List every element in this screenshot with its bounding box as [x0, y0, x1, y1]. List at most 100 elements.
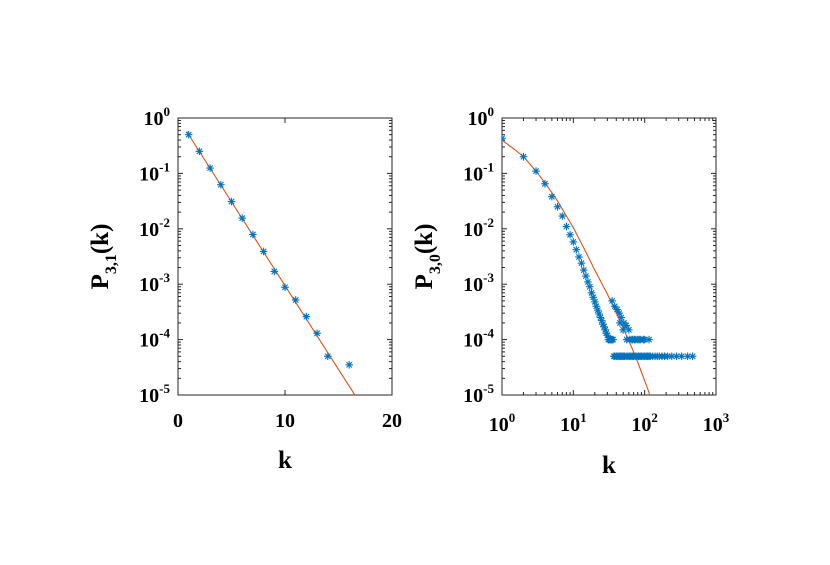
- data-point: [541, 179, 549, 188]
- data-point-stroke: [636, 336, 643, 343]
- y-tick-base: 10: [139, 274, 159, 296]
- data-point-stroke: [597, 314, 604, 321]
- data-point: [217, 180, 225, 189]
- y-tick-exponent: -3: [159, 270, 170, 285]
- data-point: [582, 272, 590, 280]
- data-point-stroke: [575, 253, 583, 261]
- y-tick-base: 10: [144, 108, 164, 130]
- data-point: [688, 352, 697, 361]
- data-point-stroke: [590, 294, 597, 301]
- y-tick-exponent: -2: [159, 215, 170, 230]
- y-tick-exponent: -2: [483, 215, 494, 230]
- y-tick-base: 10: [139, 385, 159, 407]
- data-point: [577, 259, 586, 267]
- data-point-stroke: [596, 310, 603, 318]
- data-point: [345, 361, 353, 369]
- data-point: [281, 283, 289, 292]
- y-tick-exponent: -4: [159, 326, 170, 341]
- data-point-stroke: [541, 180, 548, 187]
- y-tick-exponent: -4: [483, 326, 494, 341]
- data-point-stroke: [292, 296, 299, 303]
- y-tick-label: 10-2: [463, 215, 494, 241]
- x-tick-exponent: 3: [723, 410, 730, 425]
- x-tick-exponent: 1: [580, 410, 587, 425]
- data-point-stroke: [593, 303, 600, 310]
- data-point-stroke: [578, 260, 585, 267]
- x-tick-label: 102: [631, 410, 658, 436]
- x-axis-label: k: [602, 452, 616, 479]
- data-point-stroke: [588, 289, 595, 296]
- data-point: [553, 202, 562, 211]
- data-point-stroke: [207, 164, 214, 172]
- data-point: [616, 319, 624, 327]
- y-label-base: P: [411, 274, 438, 289]
- data-point-stroke: [584, 278, 591, 285]
- data-point-stroke: [586, 283, 593, 290]
- plot-data: [184, 130, 356, 395]
- data-point-stroke: [601, 323, 608, 330]
- data-point-stroke: [239, 215, 246, 222]
- y-label-suffix: (k): [87, 224, 114, 255]
- data-point-stroke: [594, 307, 601, 314]
- data-point: [609, 335, 617, 344]
- y-tick-exponent: 0: [164, 104, 171, 119]
- y-tick-base: 10: [139, 330, 159, 352]
- x-tick-base: 10: [560, 414, 580, 436]
- y-tick-exponent: 0: [488, 104, 495, 119]
- x-tick-base: 10: [703, 414, 723, 436]
- data-point-stroke: [616, 310, 623, 317]
- y-tick-exponent: -5: [483, 381, 494, 396]
- data-point: [195, 147, 204, 156]
- data-point-stroke: [520, 153, 527, 160]
- data-point: [206, 164, 214, 172]
- fit-line: [186, 131, 356, 395]
- data-point-stroke: [598, 317, 605, 324]
- data-point-stroke: [620, 326, 627, 333]
- plot-data: [502, 134, 697, 395]
- y-tick-label: 10-1: [463, 159, 494, 185]
- y-tick-label: 10-1: [139, 159, 170, 185]
- data-point-stroke: [567, 231, 574, 238]
- data-point-stroke: [609, 297, 616, 304]
- data-point: [291, 296, 300, 304]
- y-label-suffix: (k): [411, 224, 438, 255]
- data-point-stroke: [548, 193, 555, 200]
- data-point-stroke: [573, 246, 580, 253]
- data-point-stroke: [604, 332, 611, 339]
- data-point-stroke: [668, 353, 675, 360]
- y-tick-label: 10-5: [139, 381, 170, 407]
- y-tick-base: 10: [463, 219, 483, 241]
- x-tick-label: 20: [382, 410, 402, 432]
- y-label-subscript: 3,1: [103, 254, 120, 274]
- data-point: [270, 267, 279, 276]
- data-point-stroke: [502, 137, 506, 142]
- y-label-subscript: 3,0: [427, 254, 444, 274]
- y-tick-base: 10: [463, 385, 483, 407]
- data-point: [502, 134, 506, 143]
- data-point-stroke: [196, 148, 203, 155]
- y-tick-base: 10: [463, 163, 483, 185]
- y-label-base: P: [87, 274, 114, 289]
- data-point: [610, 302, 619, 311]
- data-point: [585, 282, 594, 291]
- x-tick-label: 0: [173, 410, 183, 432]
- x-tick-label: 103: [703, 410, 730, 436]
- y-tick-exponent: -3: [483, 270, 494, 285]
- y-axis-label: P3,1(k): [87, 224, 120, 290]
- data-point-stroke: [580, 267, 587, 274]
- data-point-stroke: [559, 212, 566, 220]
- data-point: [184, 130, 193, 139]
- data-point-stroke: [673, 353, 680, 360]
- data-point: [313, 329, 321, 338]
- x-tick-label: 10: [275, 410, 295, 432]
- data-point-stroke: [609, 336, 617, 343]
- data-point: [672, 352, 681, 361]
- data-point-stroke: [314, 330, 321, 337]
- data-point-stroke: [185, 131, 192, 138]
- y-tick-label: 10-2: [139, 215, 170, 241]
- data-point: [608, 297, 616, 305]
- data-point: [569, 238, 578, 246]
- data-point: [683, 352, 692, 361]
